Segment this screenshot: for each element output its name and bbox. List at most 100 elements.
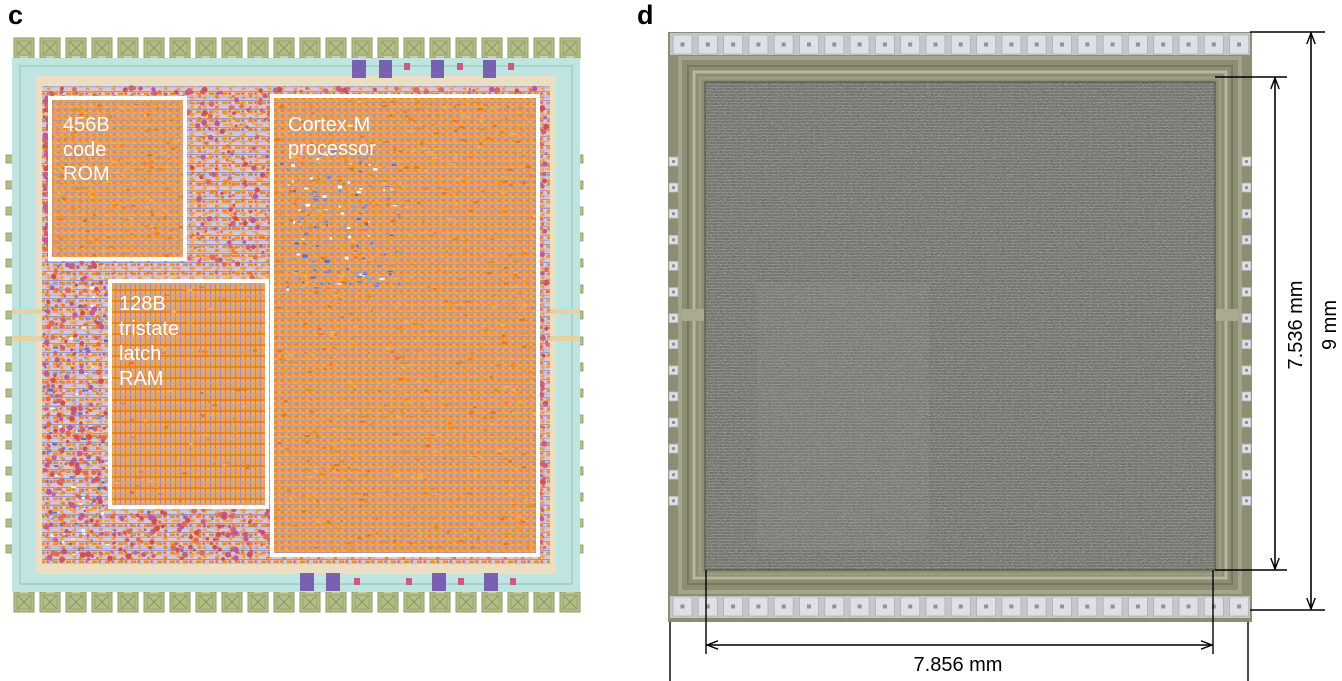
- cell-mark: [323, 88, 329, 94]
- cell-mark: [165, 254, 169, 258]
- die-pad-via: [857, 42, 862, 47]
- cell-mark: [357, 101, 363, 103]
- cell-mark: [72, 87, 77, 92]
- cell-mark: [252, 121, 255, 125]
- die-pad: [1203, 34, 1224, 55]
- cell-mark: [320, 225, 324, 229]
- cell-mark: [116, 195, 120, 198]
- cell-mark: [437, 393, 441, 395]
- cell-mark: [386, 476, 388, 478]
- cell-mark: [532, 461, 535, 463]
- cell-mark: [308, 310, 313, 314]
- cell-mark: [510, 410, 512, 414]
- cell-mark: [188, 534, 193, 540]
- cell-mark: [93, 213, 96, 217]
- cell-mark: [347, 268, 352, 270]
- io-cell: [379, 60, 392, 78]
- cell-mark: [51, 538, 54, 541]
- cell-mark: [94, 238, 99, 242]
- cell-mark: [222, 298, 227, 300]
- cell-mark: [337, 270, 341, 274]
- die-pad-via: [672, 238, 675, 242]
- cell-mark: [348, 467, 350, 470]
- io-pad-cross: [146, 594, 162, 610]
- cell-mark: [399, 273, 403, 276]
- die-pad-via: [807, 42, 811, 47]
- cell-mark: [227, 240, 232, 245]
- cell-mark: [452, 426, 455, 429]
- cell-mark: [277, 442, 282, 444]
- io-pad: [91, 37, 113, 59]
- cell-mark: [430, 487, 435, 490]
- cell-mark: [349, 543, 353, 546]
- cell-mark: [412, 119, 416, 122]
- io-pad-cross: [458, 594, 474, 610]
- cell-mark: [233, 555, 239, 561]
- cell-mark: [75, 430, 78, 433]
- cell-mark: [77, 405, 83, 410]
- cell-mark: [203, 124, 209, 127]
- cell-mark: [255, 134, 260, 136]
- die-ring-3: [692, 70, 1228, 580]
- cell-mark: [545, 342, 550, 347]
- cell-mark: [170, 147, 176, 150]
- cell-mark: [231, 246, 237, 249]
- cell-mark: [81, 529, 85, 533]
- cell-mark: [255, 218, 259, 221]
- cell-mark: [404, 200, 410, 203]
- cell-mark: [200, 101, 204, 106]
- cell-mark: [64, 374, 70, 380]
- cell-mark: [389, 114, 394, 117]
- cell-mark: [232, 211, 237, 216]
- cell-mark: [132, 109, 135, 113]
- cell-mark: [323, 198, 327, 202]
- cell-mark: [148, 195, 152, 197]
- cell-mark: [242, 519, 246, 522]
- cell-mark: [396, 436, 400, 439]
- io-pad-cross: [42, 40, 58, 56]
- cell-mark: [306, 388, 312, 392]
- cell-mark: [418, 476, 424, 479]
- cell-mark: [164, 426, 169, 429]
- cell-mark: [124, 218, 130, 221]
- cell-mark: [386, 238, 392, 241]
- cell-mark: [376, 532, 379, 535]
- die-side-strap-right: [1216, 309, 1238, 321]
- cell-mark: [145, 196, 150, 199]
- cell-mark: [291, 164, 295, 167]
- cell-mark: [424, 389, 429, 392]
- cell-mark: [55, 419, 59, 424]
- cell-mark: [98, 378, 104, 384]
- cell-mark: [334, 464, 340, 467]
- cell-mark: [103, 411, 108, 416]
- cell-mark: [410, 99, 415, 102]
- cell-mark: [436, 269, 441, 271]
- io-pad-cross: [172, 40, 188, 56]
- cell-mark: [346, 227, 351, 231]
- cell-mark: [338, 210, 345, 213]
- cell-mark: [519, 240, 522, 242]
- cell-mark: [74, 462, 80, 467]
- cell-mark: [199, 257, 203, 261]
- cell-mark: [135, 297, 138, 300]
- cell-mark: [307, 185, 311, 187]
- cell-mark: [154, 232, 161, 235]
- cell-mark: [407, 130, 413, 133]
- cell-mark: [85, 348, 91, 354]
- cell-mark: [431, 138, 435, 141]
- cell-mark: [419, 534, 422, 538]
- cell-mark: [315, 128, 320, 132]
- cell-mark: [247, 295, 249, 297]
- cell-mark: [66, 499, 69, 501]
- cell-mark: [91, 253, 97, 257]
- die-pad-via: [1237, 604, 1242, 609]
- cell-mark: [423, 479, 428, 481]
- panel-label-d: d: [637, 0, 654, 30]
- cell-mark: [390, 465, 395, 469]
- cell-mark: [361, 415, 365, 418]
- cell-mark: [340, 100, 344, 103]
- cell-mark: [542, 172, 547, 177]
- cell-mark: [465, 116, 471, 118]
- cell-mark: [164, 166, 169, 168]
- cell-mark: [394, 251, 398, 253]
